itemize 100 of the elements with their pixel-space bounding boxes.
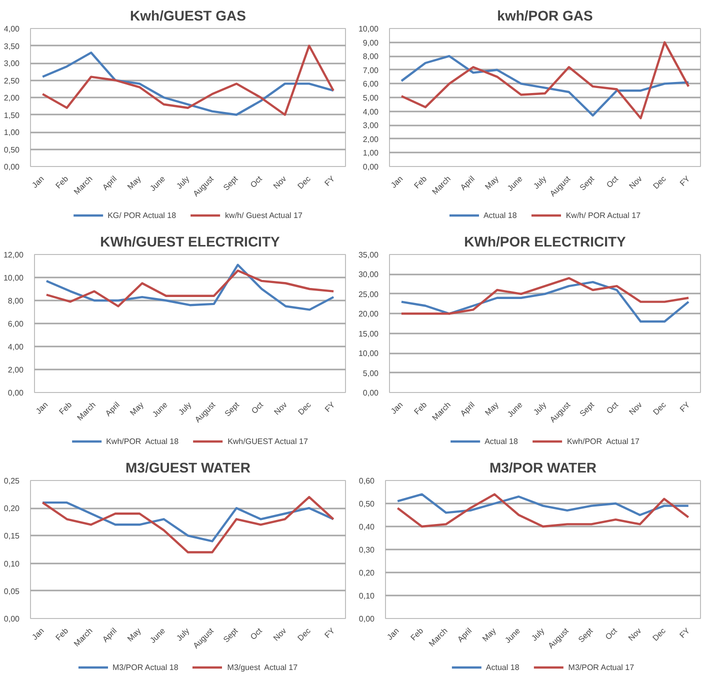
x-tick-label: July [176, 400, 194, 417]
y-tick-label: 10,00 [3, 274, 24, 282]
legend-label: Actual 18 [483, 210, 517, 220]
x-tick-label: Oct [604, 174, 620, 190]
x-tick-label: July [174, 626, 192, 643]
x-tick-label: Oct [248, 174, 264, 190]
x-tick-label: Oct [248, 626, 264, 642]
y-tick-label: 0,50 [4, 145, 20, 154]
chart-title: M3/GUEST WATER [126, 460, 250, 476]
x-tick-label: Dec [650, 626, 668, 643]
legend-label: Actual 18 [484, 436, 518, 446]
y-tick-label: 0,20 [358, 568, 376, 578]
legend-label: Kwh/POR Actual 17 [566, 436, 640, 446]
y-tick-label: 1,00 [362, 148, 380, 158]
chart-title: KWh/POR ELECTRICITY [464, 234, 627, 250]
line-series [400, 277, 690, 315]
x-tick-label: July [530, 626, 546, 643]
x-tick-label: May [480, 626, 498, 644]
line-series [45, 270, 335, 308]
y-tick-label: 7,00 [362, 66, 380, 75]
x-tick-label: Feb [57, 400, 74, 416]
chart-title: Kwh/GUEST GAS [130, 8, 246, 24]
y-tick-label: 30,00 [358, 270, 380, 280]
x-tick-label: FY [323, 400, 338, 414]
legend-label: Actual 18 [486, 662, 520, 672]
x-tick-label: Nov [272, 626, 288, 643]
y-tick-label: 5,00 [362, 94, 380, 102]
y-tick-label: 9,00 [362, 38, 380, 48]
line-series [45, 264, 335, 311]
x-tick-label: July [532, 174, 548, 191]
y-tick-label: 0,00 [8, 388, 24, 398]
x-tick-label: May [483, 174, 500, 192]
y-tick-label: 2,00 [8, 366, 24, 374]
y-tick-label: 0,00 [358, 614, 376, 624]
y-tick-label: 0,25 [4, 476, 20, 486]
y-tick-label: 12,00 [3, 250, 24, 260]
chart-title: KWh/GUEST ELECTRICITY [100, 234, 280, 250]
x-tick-label: Nov [627, 400, 644, 417]
y-tick-label: 0,00 [4, 162, 20, 172]
x-tick-label: May [128, 400, 146, 418]
x-tick-label: Nov [272, 174, 288, 191]
x-tick-label: Nov [627, 174, 644, 191]
y-tick-label: 8,00 [362, 52, 380, 62]
y-tick-label: 35,00 [358, 250, 380, 260]
chart-title: M3/POR WATER [489, 460, 597, 476]
y-tick-label: 0,40 [358, 522, 376, 532]
y-tick-label: 3,50 [4, 42, 20, 51]
x-tick-label: FY [322, 174, 338, 188]
x-tick-label: FY [678, 174, 692, 188]
x-tick-label: Feb [54, 626, 70, 642]
x-tick-label: Nov [272, 400, 289, 417]
y-tick-label: 0,30 [358, 546, 376, 554]
x-tick-label: Jan [34, 400, 50, 416]
y-tick-label: 1,50 [4, 110, 20, 120]
y-tick-label: 0,10 [358, 592, 376, 600]
y-tick-label: 0,50 [358, 500, 376, 508]
y-tick-label: 25,00 [358, 290, 380, 299]
line-series [42, 501, 334, 542]
y-tick-label: 0,60 [358, 476, 376, 486]
y-tick-label: 0,20 [4, 504, 20, 514]
line-series [396, 493, 690, 516]
x-tick-label: Jan [30, 174, 46, 190]
x-tick-label: Nov [626, 626, 644, 643]
y-tick-label: 6,00 [362, 80, 380, 89]
x-tick-label: Oct [604, 626, 620, 642]
x-tick-label: Feb [54, 174, 70, 190]
y-tick-label: 0,00 [4, 614, 20, 624]
legend-label: M3/POR Actual 18 [112, 662, 178, 672]
x-tick-label: Dec [296, 174, 312, 191]
x-tick-label: FY [678, 626, 692, 640]
y-tick-label: 5,00 [362, 368, 380, 378]
y-tick-label: 6,00 [8, 320, 24, 328]
legend-label: Kwh/POR Actual 18 [106, 436, 179, 446]
x-tick-label: Dec [296, 400, 313, 417]
y-tick-label: 2,00 [362, 134, 380, 144]
x-tick-label: Jan [30, 626, 46, 642]
legend-label: kw/h/ Guest Actual 17 [225, 210, 302, 220]
y-tick-label: 0,15 [4, 532, 20, 541]
y-tick-label: 8,00 [8, 296, 24, 306]
x-tick-label: Oct [250, 400, 266, 416]
x-tick-label: Dec [651, 400, 668, 417]
y-tick-label: 2,00 [4, 94, 20, 102]
line-series [42, 496, 334, 554]
x-tick-label: May [126, 626, 143, 644]
line-series [396, 493, 690, 528]
legend-label: KG/ POR Actual 18 [108, 210, 176, 220]
x-tick-label: FY [678, 400, 692, 414]
x-tick-label: Jan [385, 626, 401, 642]
x-tick-label: Feb [408, 626, 426, 642]
y-tick-label: 0,00 [362, 388, 380, 398]
y-tick-label: 3,00 [4, 59, 20, 68]
y-tick-label: 2,50 [4, 76, 20, 86]
line-series [400, 41, 690, 120]
x-tick-label: Feb [412, 174, 429, 190]
y-tick-label: 0,00 [362, 162, 380, 172]
y-tick-label: 15,00 [358, 329, 380, 338]
x-tick-label: May [126, 174, 143, 192]
y-tick-label: 1,00 [4, 128, 20, 137]
y-tick-label: 20,00 [358, 310, 380, 319]
x-tick-label: Jan [389, 400, 405, 416]
